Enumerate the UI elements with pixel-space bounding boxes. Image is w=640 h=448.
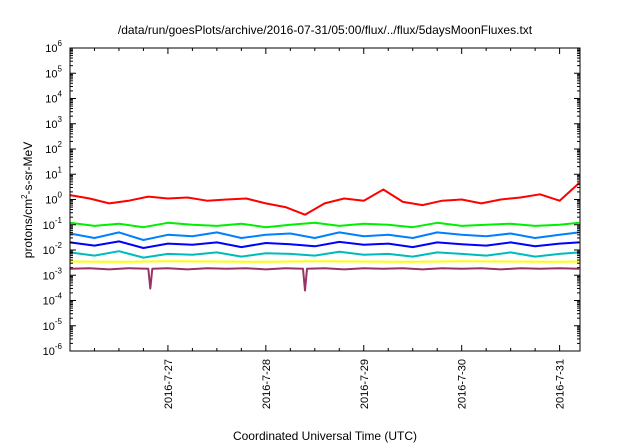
- y-axis-label-sup: 2: [20, 194, 29, 199]
- y-tick-base: 10: [43, 220, 55, 232]
- y-tick-base: 10: [45, 68, 57, 80]
- y-tick-label: 102: [45, 140, 62, 156]
- y-tick-exponent: 3: [58, 115, 63, 124]
- y-tick-exponent: -5: [55, 317, 63, 326]
- y-tick-label: 10-2: [43, 241, 63, 257]
- y-tick-exponent: -1: [55, 216, 63, 225]
- y-tick-base: 10: [43, 270, 55, 282]
- y-tick-base: 10: [45, 43, 57, 55]
- series-line-6: [69, 260, 580, 263]
- series-line-5: [69, 250, 580, 259]
- y-tick-exponent: -6: [55, 342, 63, 351]
- y-tick-label: 103: [45, 115, 62, 131]
- y-tick-base: 10: [43, 296, 55, 308]
- y-tick-label: 100: [45, 191, 62, 207]
- x-tick-label: 2016-7-29: [359, 359, 371, 409]
- y-tick-exponent: -2: [55, 241, 63, 250]
- series-line-4: [69, 240, 580, 249]
- y-axis-label-base: protons/cm: [21, 199, 35, 258]
- series-line-2: [69, 221, 580, 229]
- x-tick-label: 2016-7-28: [261, 359, 273, 409]
- y-tick-exponent: -3: [55, 266, 63, 275]
- x-tick-label: 2016-7-30: [457, 359, 469, 409]
- y-tick-label: 101: [45, 165, 62, 181]
- y-tick-base: 10: [43, 346, 55, 358]
- series-line-3: [69, 231, 580, 241]
- y-tick-label: 10-1: [43, 216, 63, 232]
- y-tick-exponent: 5: [58, 64, 63, 73]
- series-line-7: [69, 267, 580, 292]
- y-tick-exponent: 4: [58, 90, 63, 99]
- y-axis: 10-610-510-410-310-210-11001011021031041…: [43, 39, 580, 358]
- y-tick-base: 10: [45, 195, 57, 207]
- y-axis-label: protons/cm2-s-sr-MeV: [20, 142, 35, 258]
- series-layer: [69, 182, 580, 292]
- x-axis: 2016-7-27 2016-7-28 2016-7-29 2016-7-30 2016…: [93, 48, 567, 409]
- y-tick-exponent: -4: [55, 292, 63, 301]
- y-tick-exponent: 6: [58, 39, 63, 48]
- y-tick-base: 10: [43, 321, 55, 333]
- y-axis-label-rest: -s-sr-MeV: [21, 142, 35, 195]
- y-tick-exponent: 0: [58, 191, 63, 200]
- x-axis-label: Coordinated Universal Time (UTC): [233, 429, 417, 443]
- y-tick-label: 104: [45, 90, 62, 106]
- y-tick-label: 10-4: [43, 292, 63, 308]
- y-tick-exponent: 2: [58, 140, 63, 149]
- y-tick-base: 10: [43, 245, 55, 257]
- chart-title: /data/run/goesPlots/archive/2016-07-31/0…: [118, 23, 533, 37]
- y-tick-base: 10: [45, 94, 57, 106]
- x-tick-label: 2016-7-27: [163, 359, 175, 409]
- y-tick-base: 10: [45, 144, 57, 156]
- y-tick-base: 10: [45, 119, 57, 131]
- x-tick-label: 2016-7-31: [555, 359, 567, 409]
- y-tick-label: 10-6: [43, 342, 63, 358]
- y-tick-label: 105: [45, 64, 62, 80]
- y-tick-label: 10-5: [43, 317, 63, 333]
- y-tick-label: 106: [45, 39, 62, 55]
- y-tick-exponent: 1: [58, 165, 63, 174]
- y-tick-label: 10-3: [43, 266, 63, 282]
- series-line-1: [69, 182, 580, 216]
- y-tick-base: 10: [45, 169, 57, 181]
